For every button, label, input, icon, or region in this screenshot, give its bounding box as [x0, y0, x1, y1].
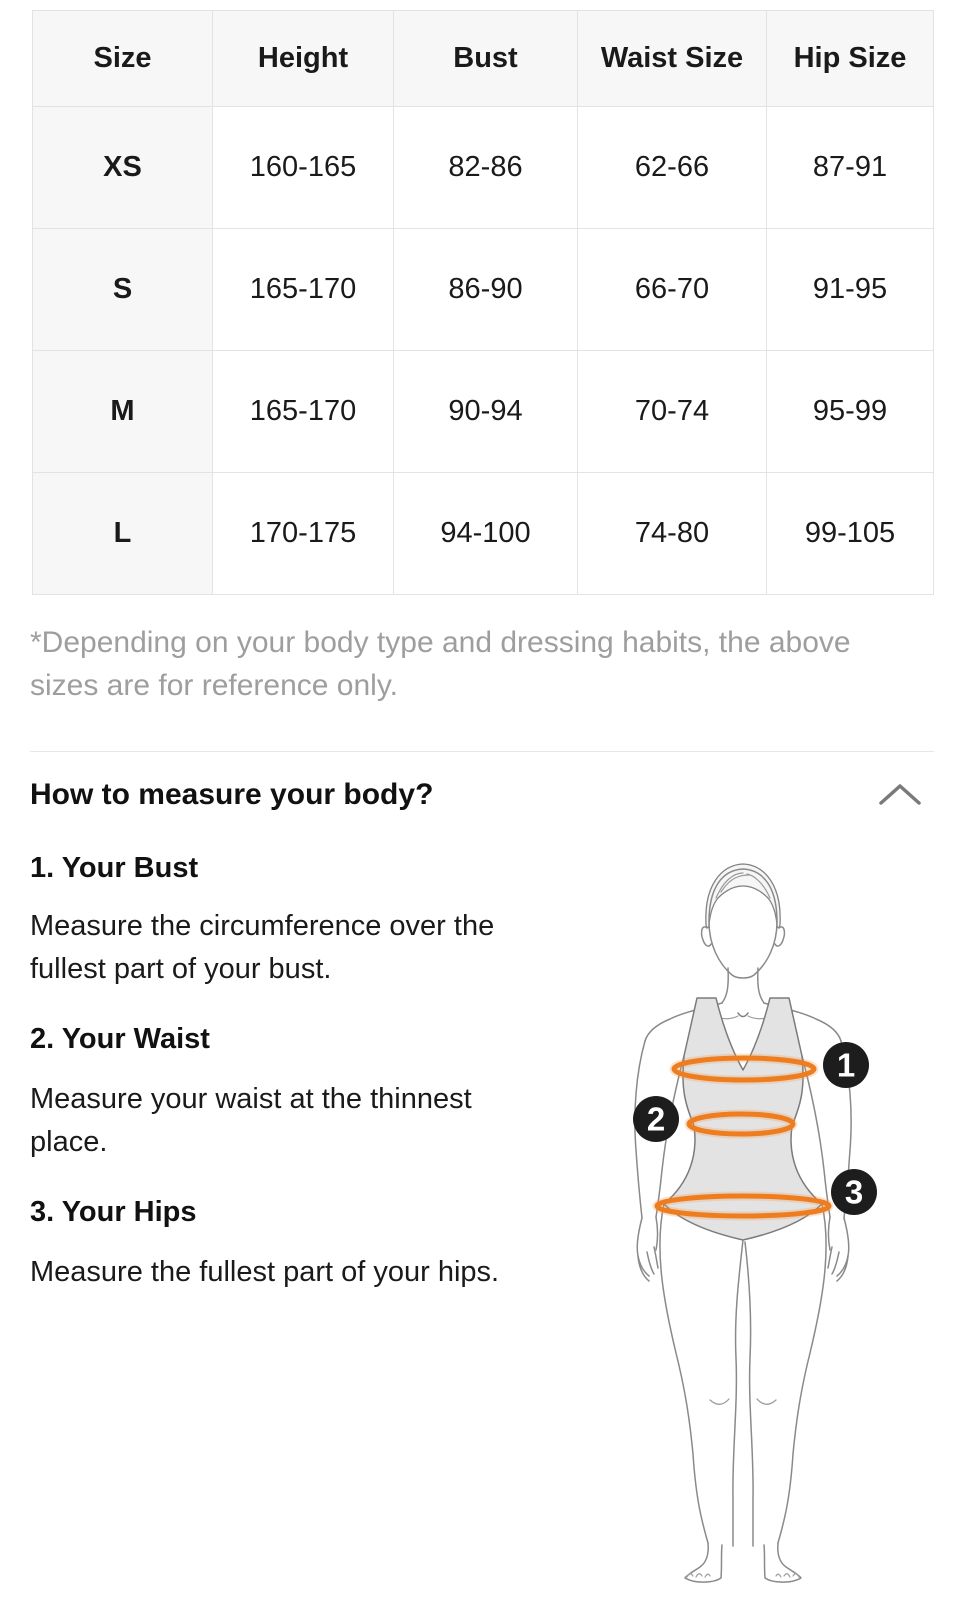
- size-disclaimer-text: *Depending on your body type and dressin…: [30, 626, 851, 702]
- col-header-height: Height: [212, 10, 394, 107]
- col-header-size: Size: [32, 10, 213, 107]
- table-row-xs: XS 160-165 82-86 62-66 87-91: [32, 106, 934, 229]
- measure-instructions: 1. Your Bust Measure the circumference o…: [30, 852, 590, 1294]
- step-bust-description: Measure the circumference over the fulle…: [30, 910, 495, 985]
- table-header-row: Size Height Bust Waist Size Hip Size: [32, 10, 934, 107]
- bust-marker-circle: [823, 1042, 869, 1088]
- size-label: S: [32, 228, 213, 351]
- hair: [705, 863, 781, 929]
- size-label: XS: [32, 106, 213, 229]
- bust-marker-label: 1: [837, 1047, 855, 1084]
- measure-section-title: How to measure your body?: [30, 778, 434, 811]
- step-hips-description: Measure the fullest part of your hips.: [30, 1256, 500, 1288]
- measure-section-toggle[interactable]: How to measure your body?: [30, 778, 934, 812]
- waist-marker-circle: [633, 1096, 679, 1142]
- section-divider: [30, 751, 934, 752]
- cell-hip: 99-105: [766, 472, 934, 595]
- cell-hip: 91-95: [766, 228, 934, 351]
- cell-hip: 95-99: [766, 350, 934, 473]
- step-hips-heading: 3. Your Hips: [30, 1196, 197, 1228]
- waist-band: [686, 1111, 796, 1137]
- cell-waist: 62-66: [577, 106, 767, 229]
- size-guide-page: { "table": { "headers": ["Size", "Height…: [0, 10, 964, 1610]
- cell-waist: 66-70: [577, 228, 767, 351]
- chevron-up-icon[interactable]: [878, 783, 922, 807]
- cell-height: 165-170: [212, 228, 394, 351]
- step-waist-description: Measure your waist at the thinnest place…: [30, 1083, 472, 1158]
- cell-waist: 74-80: [577, 472, 767, 595]
- measurement-bands: [652, 1053, 834, 1221]
- hips-marker-circle: [831, 1169, 877, 1215]
- waist-marker-label: 2: [647, 1101, 665, 1138]
- cell-bust: 82-86: [393, 106, 578, 229]
- hip-band: [654, 1193, 832, 1219]
- size-chart-table: Size Height Bust Waist Size Hip Size XS …: [32, 10, 934, 595]
- cell-height: 165-170: [212, 350, 394, 473]
- cell-hip: 87-91: [766, 106, 934, 229]
- body-measurement-figure: 1 2 3: [600, 848, 960, 1588]
- cell-height: 170-175: [212, 472, 394, 595]
- step-bust-heading: 1. Your Bust: [30, 852, 199, 884]
- cell-waist: 70-74: [577, 350, 767, 473]
- cell-height: 160-165: [212, 106, 394, 229]
- hips-marker-label: 3: [845, 1174, 863, 1211]
- col-header-bust: Bust: [393, 10, 578, 107]
- size-label: L: [32, 472, 213, 595]
- table-row-l: L 170-175 94-100 74-80 99-105: [32, 472, 934, 595]
- size-label: M: [32, 350, 213, 473]
- step-waist-heading: 2. Your Waist: [30, 1023, 210, 1055]
- table-row-s: S 165-170 86-90 66-70 91-95: [32, 228, 934, 351]
- cell-bust: 86-90: [393, 228, 578, 351]
- size-chart-container: Size Height Bust Waist Size Hip Size XS …: [32, 10, 964, 595]
- bust-band: [671, 1055, 817, 1083]
- col-header-hip: Hip Size: [766, 10, 934, 107]
- cell-bust: 94-100: [393, 472, 578, 595]
- face: [708, 868, 778, 979]
- table-row-m: M 165-170 90-94 70-74 95-99: [32, 350, 934, 473]
- cell-bust: 90-94: [393, 350, 578, 473]
- col-header-waist: Waist Size: [577, 10, 767, 107]
